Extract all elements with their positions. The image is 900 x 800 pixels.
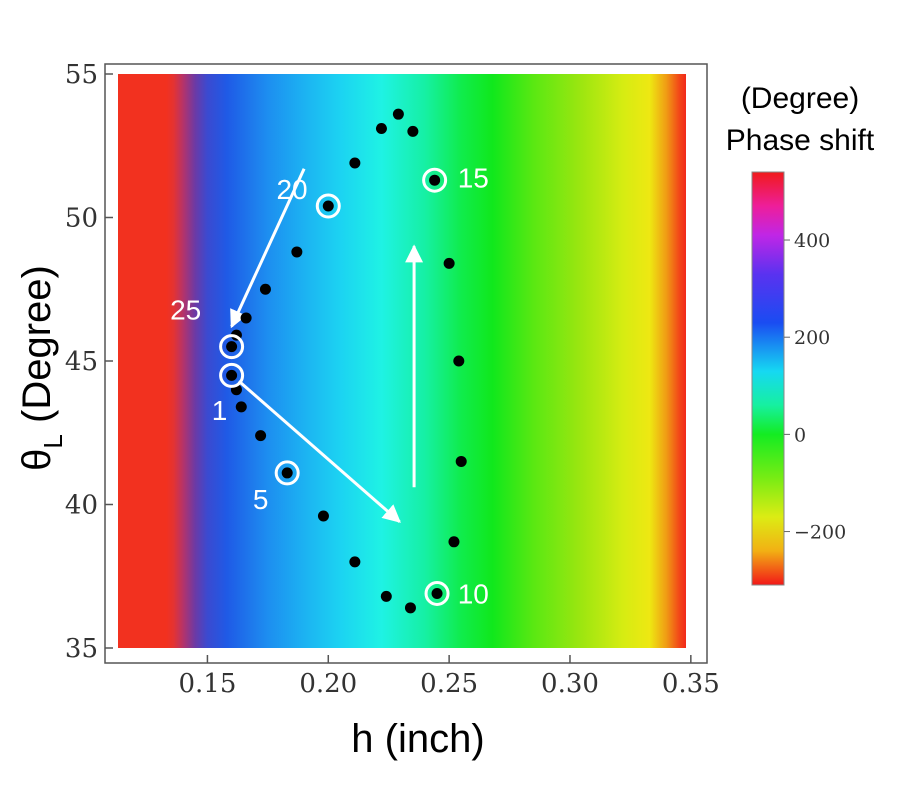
y-tick-label: 35 (65, 634, 98, 664)
data-point (453, 355, 465, 367)
data-point (226, 369, 238, 381)
y-axis-title-rest: (Degree) (15, 265, 59, 434)
x-tick-label: 0.30 (541, 669, 599, 699)
data-point (380, 590, 392, 602)
data-point (317, 510, 329, 522)
data-point (375, 123, 387, 135)
colorbar-tick-label: 400 (794, 230, 830, 252)
x-tick-label: 0.20 (299, 669, 357, 699)
highlight-ring (422, 167, 448, 193)
y-tick-label: 45 (65, 347, 98, 377)
data-point (404, 602, 416, 614)
colorbar-tick-label: 200 (794, 327, 830, 349)
y-axis-ticks: 35 40 45 50 55 (65, 60, 113, 664)
point-index-label: 1 (212, 395, 228, 426)
x-tick-label: 0.25 (420, 669, 478, 699)
y-axis-title-subscript: L (38, 434, 68, 448)
highlight-ring (219, 362, 245, 388)
y-tick-label: 40 (65, 491, 98, 521)
highlight-ring (219, 334, 245, 360)
highlight-ring (274, 460, 300, 486)
data-point (349, 157, 361, 169)
data-point (431, 587, 443, 599)
data-point (226, 341, 238, 353)
colorbar-title-line1: (Degree) (741, 82, 859, 115)
y-axis-title: θL (Degree) (15, 265, 68, 471)
point-index-label: 20 (276, 174, 307, 205)
trajectory-arrows (230, 168, 424, 523)
data-point (322, 200, 334, 212)
highlight-ring (315, 193, 341, 219)
y-axis-title-symbol: θ (15, 449, 59, 471)
colorbar-ticks: −200 0 200 400 (784, 230, 846, 544)
data-point (349, 556, 361, 568)
x-axis-title: h (inch) (351, 717, 484, 761)
colorbar-tick-label: −200 (794, 522, 846, 544)
data-point (240, 312, 252, 324)
x-tick-label: 0.15 (178, 669, 236, 699)
data-point (407, 125, 419, 137)
colorbar-tick-label: 0 (794, 424, 806, 446)
colorbar-gradient (752, 172, 784, 585)
y-tick-label: 55 (65, 60, 98, 90)
point-index-label: 5 (253, 484, 269, 515)
data-point (429, 174, 441, 186)
data-point (392, 108, 404, 120)
data-point (291, 246, 303, 258)
data-points (226, 108, 467, 614)
trajectory-arrow (230, 168, 306, 329)
x-tick-label: 0.35 (662, 669, 720, 699)
data-point (235, 401, 247, 413)
colorbar-frame (751, 171, 785, 586)
point-index-label: 10 (458, 578, 489, 609)
colorbar-title-line2: Phase shift (726, 124, 875, 157)
point-index-label: 25 (170, 294, 201, 325)
data-point (443, 257, 455, 269)
highlight-ring (424, 580, 450, 606)
plot-frame (104, 63, 708, 664)
heatmap-field (118, 74, 686, 648)
data-point (255, 430, 267, 442)
data-point (448, 536, 460, 548)
point-index-label: 15 (458, 162, 489, 193)
y-tick-label: 50 (65, 204, 98, 234)
data-point (455, 455, 467, 467)
x-axis-ticks: 0.15 0.20 0.25 0.30 0.35 (178, 655, 720, 699)
data-point (281, 467, 293, 479)
data-point (259, 283, 271, 295)
trajectory-arrow (237, 379, 401, 523)
svg-text:θL (Degree): θL (Degree) (15, 265, 68, 471)
